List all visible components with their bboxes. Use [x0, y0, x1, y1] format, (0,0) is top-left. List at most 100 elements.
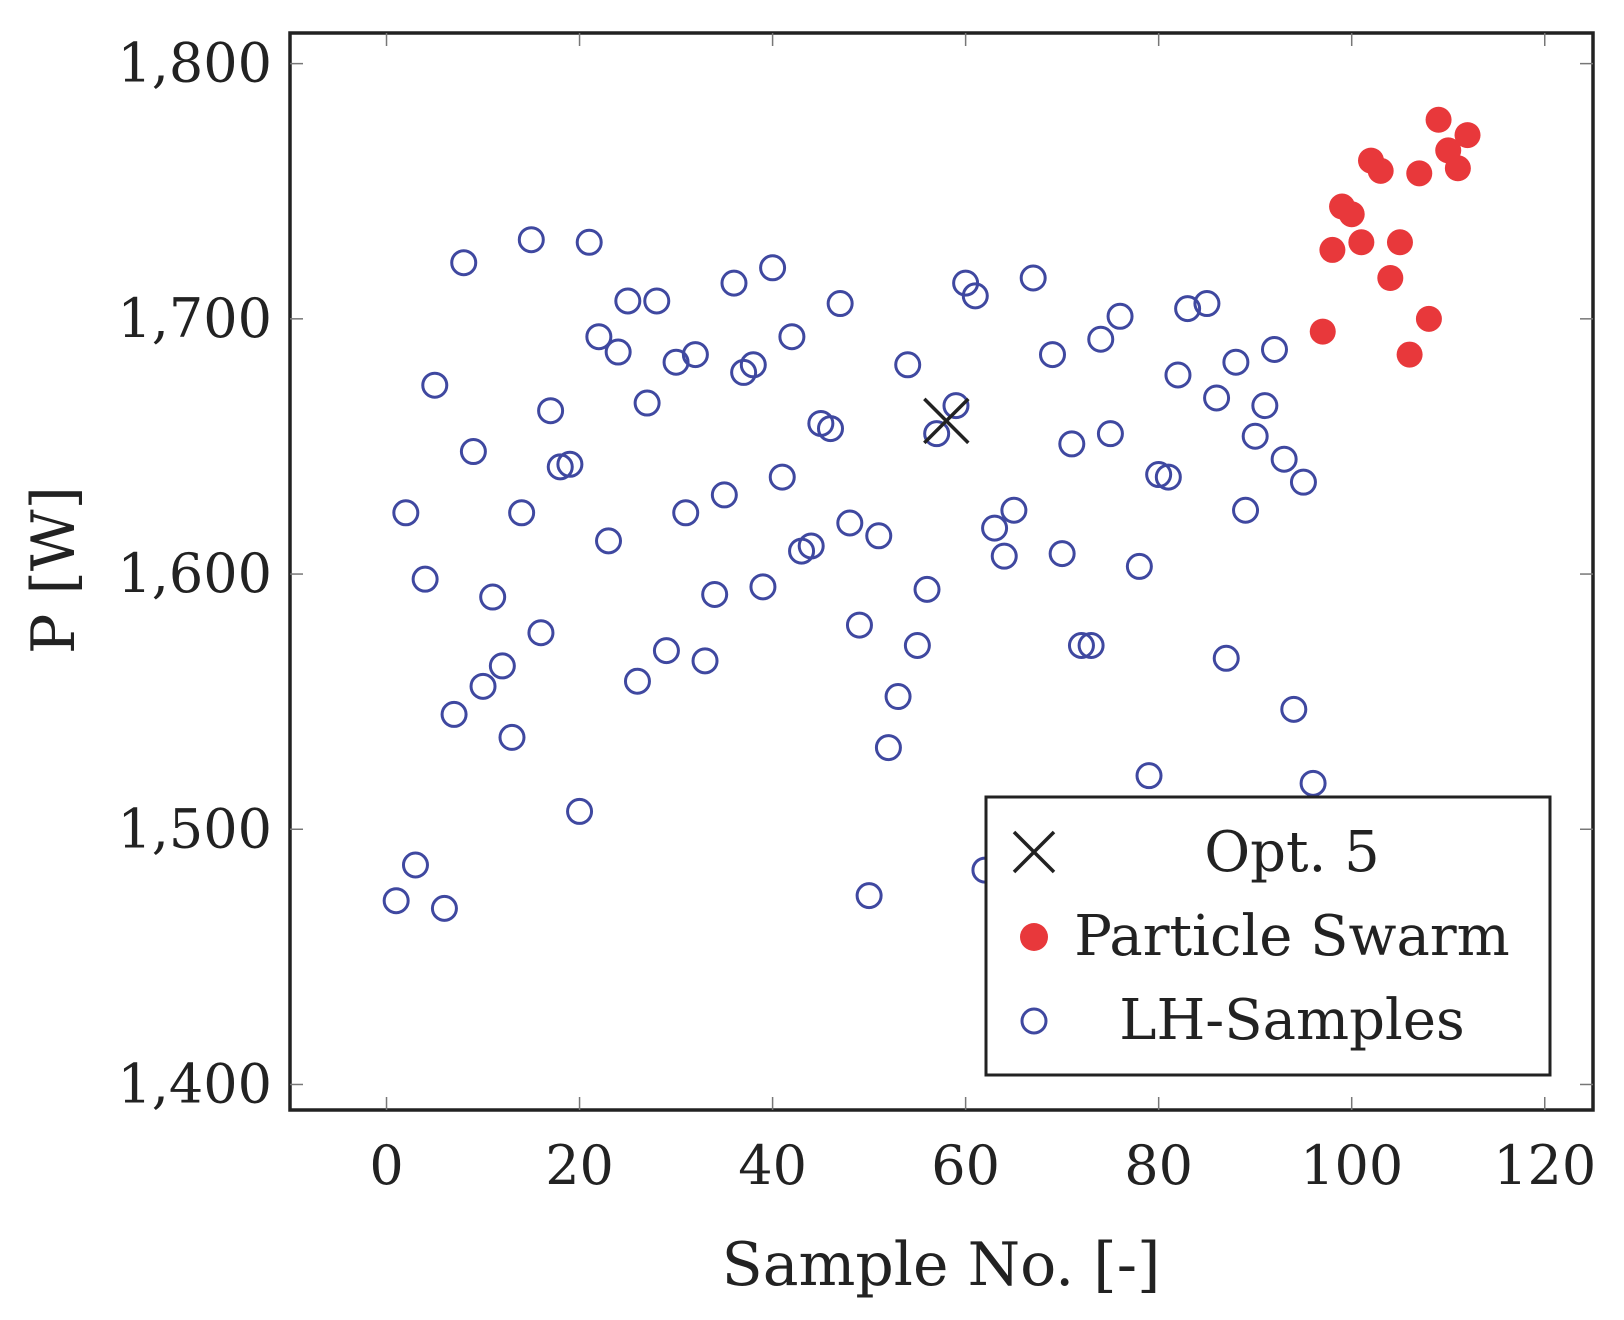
lh-sample-point	[701, 580, 729, 608]
lh-sample-point	[1289, 468, 1317, 496]
lh-sample-point	[1125, 552, 1153, 580]
lh-sample-point	[488, 652, 516, 680]
lh-sample-point	[768, 463, 796, 491]
lh-sample-point	[508, 499, 536, 527]
lh-sample-point	[981, 514, 1009, 542]
lh-sample-point	[672, 499, 700, 527]
lh-sample-point	[614, 287, 642, 315]
lh-sample-point	[903, 632, 931, 660]
particle-swarm-point	[1348, 229, 1375, 256]
lh-sample-point	[604, 338, 632, 366]
lh-sample-point	[382, 887, 410, 915]
particle-swarm-point	[1454, 122, 1481, 149]
lh-sample-point	[1270, 445, 1298, 473]
lh-sample-point	[855, 882, 883, 910]
lh-sample-point	[527, 619, 555, 647]
y-tick-label: 1,800	[117, 32, 272, 95]
lh-sample-point	[556, 450, 584, 478]
lh-sample-point	[623, 667, 651, 695]
lh-sample-point	[575, 228, 603, 256]
lh-sample-point	[691, 647, 719, 675]
lh-sample-point	[884, 683, 912, 711]
lh-sample-point	[865, 522, 893, 550]
lh-sample-point	[836, 509, 864, 537]
lh-sample-point	[1058, 430, 1086, 458]
y-tick-label: 1,500	[117, 797, 272, 860]
y-axis-title: P [W]	[19, 486, 89, 654]
lh-sample-point	[797, 532, 825, 560]
lh-sample-point	[894, 351, 922, 379]
particle-swarm-point	[1425, 106, 1452, 133]
lh-sample-point	[913, 575, 941, 603]
lh-sample-point	[720, 269, 748, 297]
lh-sample-point	[401, 851, 429, 879]
lh-sample-point	[1106, 302, 1134, 330]
lh-sample-point	[1048, 540, 1076, 568]
lh-sample-point	[1154, 463, 1182, 491]
legend-entry-particle-swarm: Particle Swarm	[1020, 904, 1510, 969]
lh-sample-point	[1019, 264, 1047, 292]
lh-sample-point	[1232, 496, 1260, 524]
lh-sample-point	[498, 723, 526, 751]
lh-sample-point	[1241, 422, 1269, 450]
lh-sample-point	[1067, 632, 1095, 660]
lh-sample-point	[585, 323, 613, 351]
lh-sample-point	[517, 226, 545, 254]
lh-sample-point	[874, 734, 902, 762]
lh-sample-point	[459, 438, 487, 466]
legend-label-opt5: Opt. 5	[1204, 820, 1380, 885]
lh-sample-point	[1038, 341, 1066, 369]
legend-label-lh-samples: LH-Samples	[1119, 988, 1464, 1053]
plot-frame	[288, 31, 1595, 1112]
lh-sample-point	[537, 397, 565, 425]
particle-swarm-point	[1367, 157, 1394, 184]
lh-sample-point	[845, 611, 873, 639]
lh-sample-point	[411, 565, 439, 593]
x-tick-label: 40	[738, 1134, 807, 1197]
lh-sample-point	[961, 282, 989, 310]
legend-entry-lh-samples: LH-Samples	[1020, 988, 1465, 1053]
lh-sample-point	[1164, 361, 1192, 389]
lh-sample-point	[942, 392, 970, 420]
lh-sample-point	[739, 351, 767, 379]
lh-sample-point	[1212, 644, 1240, 672]
legend: Opt. 5 Particle Swarm LH-Samples	[984, 795, 1552, 1077]
lh-sample-point	[1260, 335, 1288, 363]
particle-swarm-point	[1319, 236, 1346, 263]
lh-sample-point	[1135, 762, 1163, 790]
lh-sample-point	[923, 420, 951, 448]
lh-sample-point	[1077, 632, 1105, 660]
legend-cross-marker-icon	[1012, 830, 1056, 874]
x-tick-label: 0	[369, 1134, 403, 1197]
x-tick-label: 100	[1300, 1134, 1403, 1197]
particle-swarm-point	[1309, 318, 1336, 345]
lh-sample-point	[469, 672, 497, 700]
lh-sample-point	[643, 287, 671, 315]
lh-sample-point	[1251, 392, 1279, 420]
lh-sample-point	[430, 894, 458, 922]
particle-swarm-point	[1415, 305, 1442, 332]
x-tick-label: 20	[545, 1134, 614, 1197]
lh-sample-point	[778, 323, 806, 351]
particle-swarm-point	[1444, 155, 1471, 182]
lh-sample-point	[1203, 384, 1231, 412]
lh-sample-point	[546, 453, 574, 481]
lh-sample-point	[1087, 325, 1115, 353]
x-tick-label: 80	[1124, 1134, 1193, 1197]
lh-sample-point	[826, 290, 854, 318]
lh-sample-point	[440, 700, 468, 728]
opt5-cross-point	[923, 397, 970, 445]
lh-sample-point	[681, 341, 709, 369]
lh-sample-point	[450, 249, 478, 277]
axis-ticks: 0 20 40 60 80 100 120 1,400 1,500 1,600 1,700 1,800	[117, 32, 1596, 1197]
lh-sample-point	[1299, 769, 1327, 797]
legend-box	[984, 795, 1552, 1077]
lh-sample-point	[1280, 695, 1308, 723]
lh-sample-point	[1174, 295, 1202, 323]
legend-entry-opt5: Opt. 5	[1012, 820, 1380, 885]
x-tick-label: 60	[931, 1134, 1000, 1197]
lh-sample-point	[633, 389, 661, 417]
lh-sample-point	[392, 499, 420, 527]
particle-swarm-point	[1338, 201, 1365, 228]
